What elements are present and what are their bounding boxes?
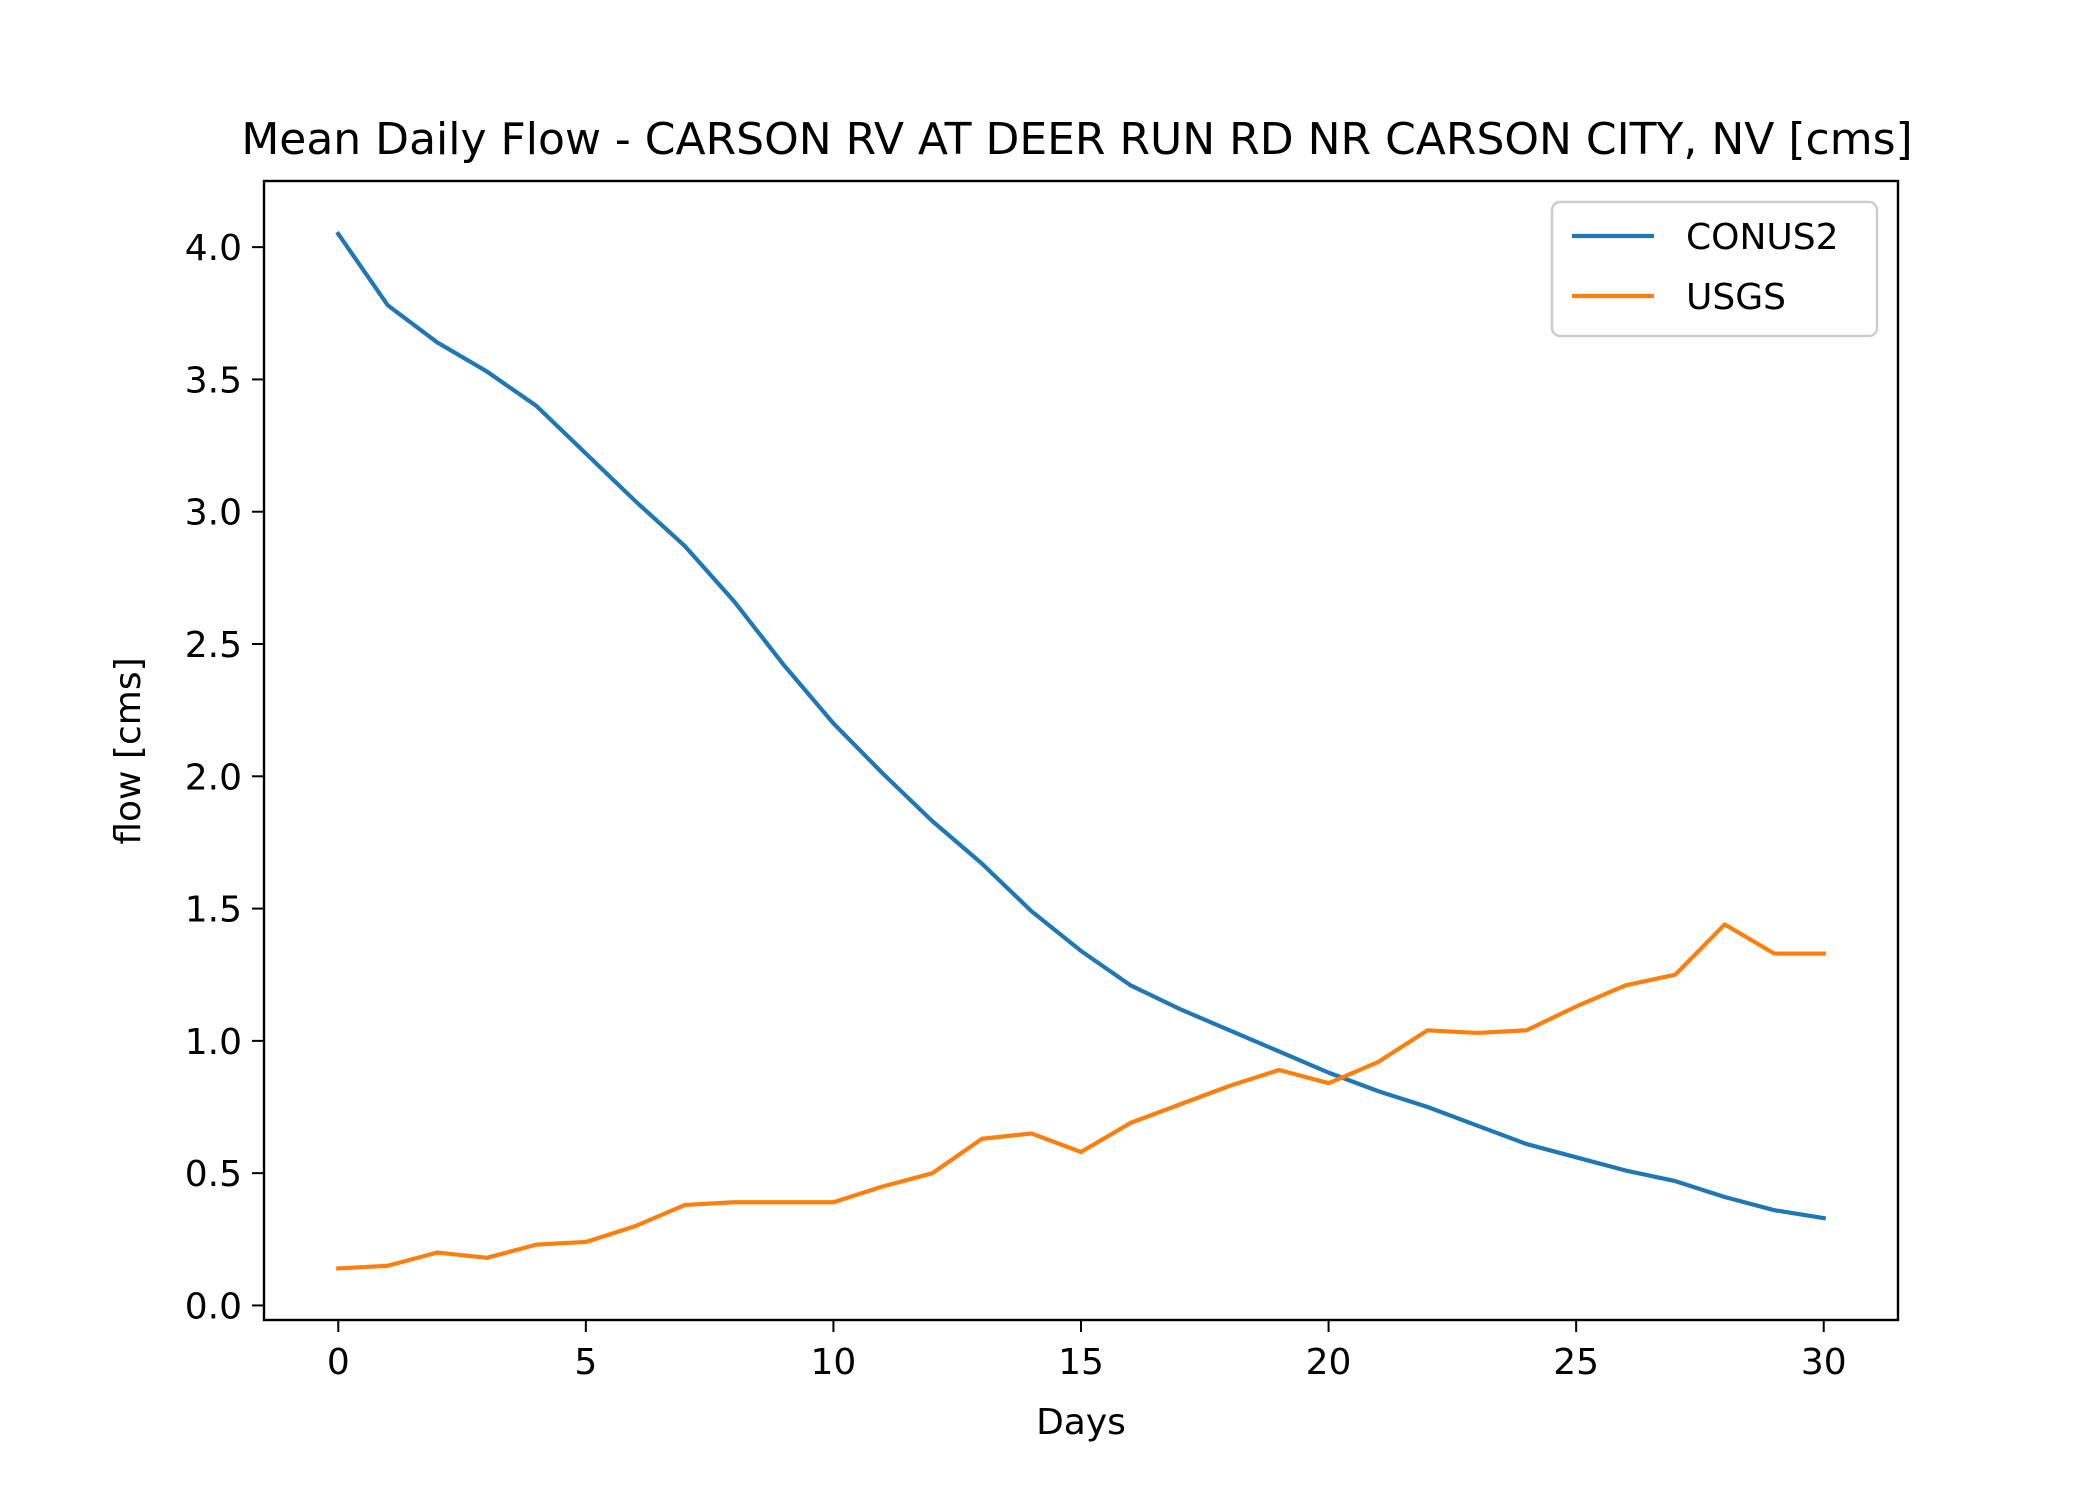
legend-label-usgs: USGS (1686, 277, 1786, 318)
x-axis: 0 5 10 15 20 25 30 (327, 1320, 1847, 1383)
x-tick-label: 30 (1801, 1342, 1847, 1383)
legend: CONUS2 USGS (1550, 200, 1879, 338)
x-tick-label: 25 (1553, 1342, 1599, 1383)
x-tick-label: 15 (1058, 1342, 1104, 1383)
y-tick-label: 0.0 (185, 1286, 242, 1327)
y-tick-label: 1.5 (185, 890, 242, 931)
series-line-conus2 (335, 230, 1827, 1221)
x-tick-label: 5 (574, 1342, 597, 1383)
y-tick-label: 0.5 (185, 1154, 242, 1195)
y-tick-label: 3.5 (185, 360, 242, 401)
x-axis-label: Days (1036, 1402, 1126, 1443)
series-layer (335, 230, 1827, 1271)
y-tick-label: 2.0 (185, 757, 242, 798)
x-tick-label: 20 (1306, 1342, 1352, 1383)
y-axis-label: flow [cms] (108, 657, 149, 844)
y-axis: 0.0 0.5 1.0 1.5 2.0 2.5 3.0 3.5 4.0 (185, 228, 264, 1327)
y-tick-label: 3.0 (185, 493, 242, 534)
legend-label-conus2: CONUS2 (1686, 217, 1839, 258)
series-line-usgs (336, 922, 1826, 1271)
y-tick-label: 4.0 (185, 228, 242, 269)
chart-title: Mean Daily Flow - CARSON RV AT DEER RUN … (241, 114, 1912, 165)
y-tick-label: 2.5 (185, 625, 242, 666)
y-tick-label: 1.0 (185, 1022, 242, 1063)
x-tick-label: 0 (327, 1342, 350, 1383)
x-tick-label: 10 (811, 1342, 857, 1383)
